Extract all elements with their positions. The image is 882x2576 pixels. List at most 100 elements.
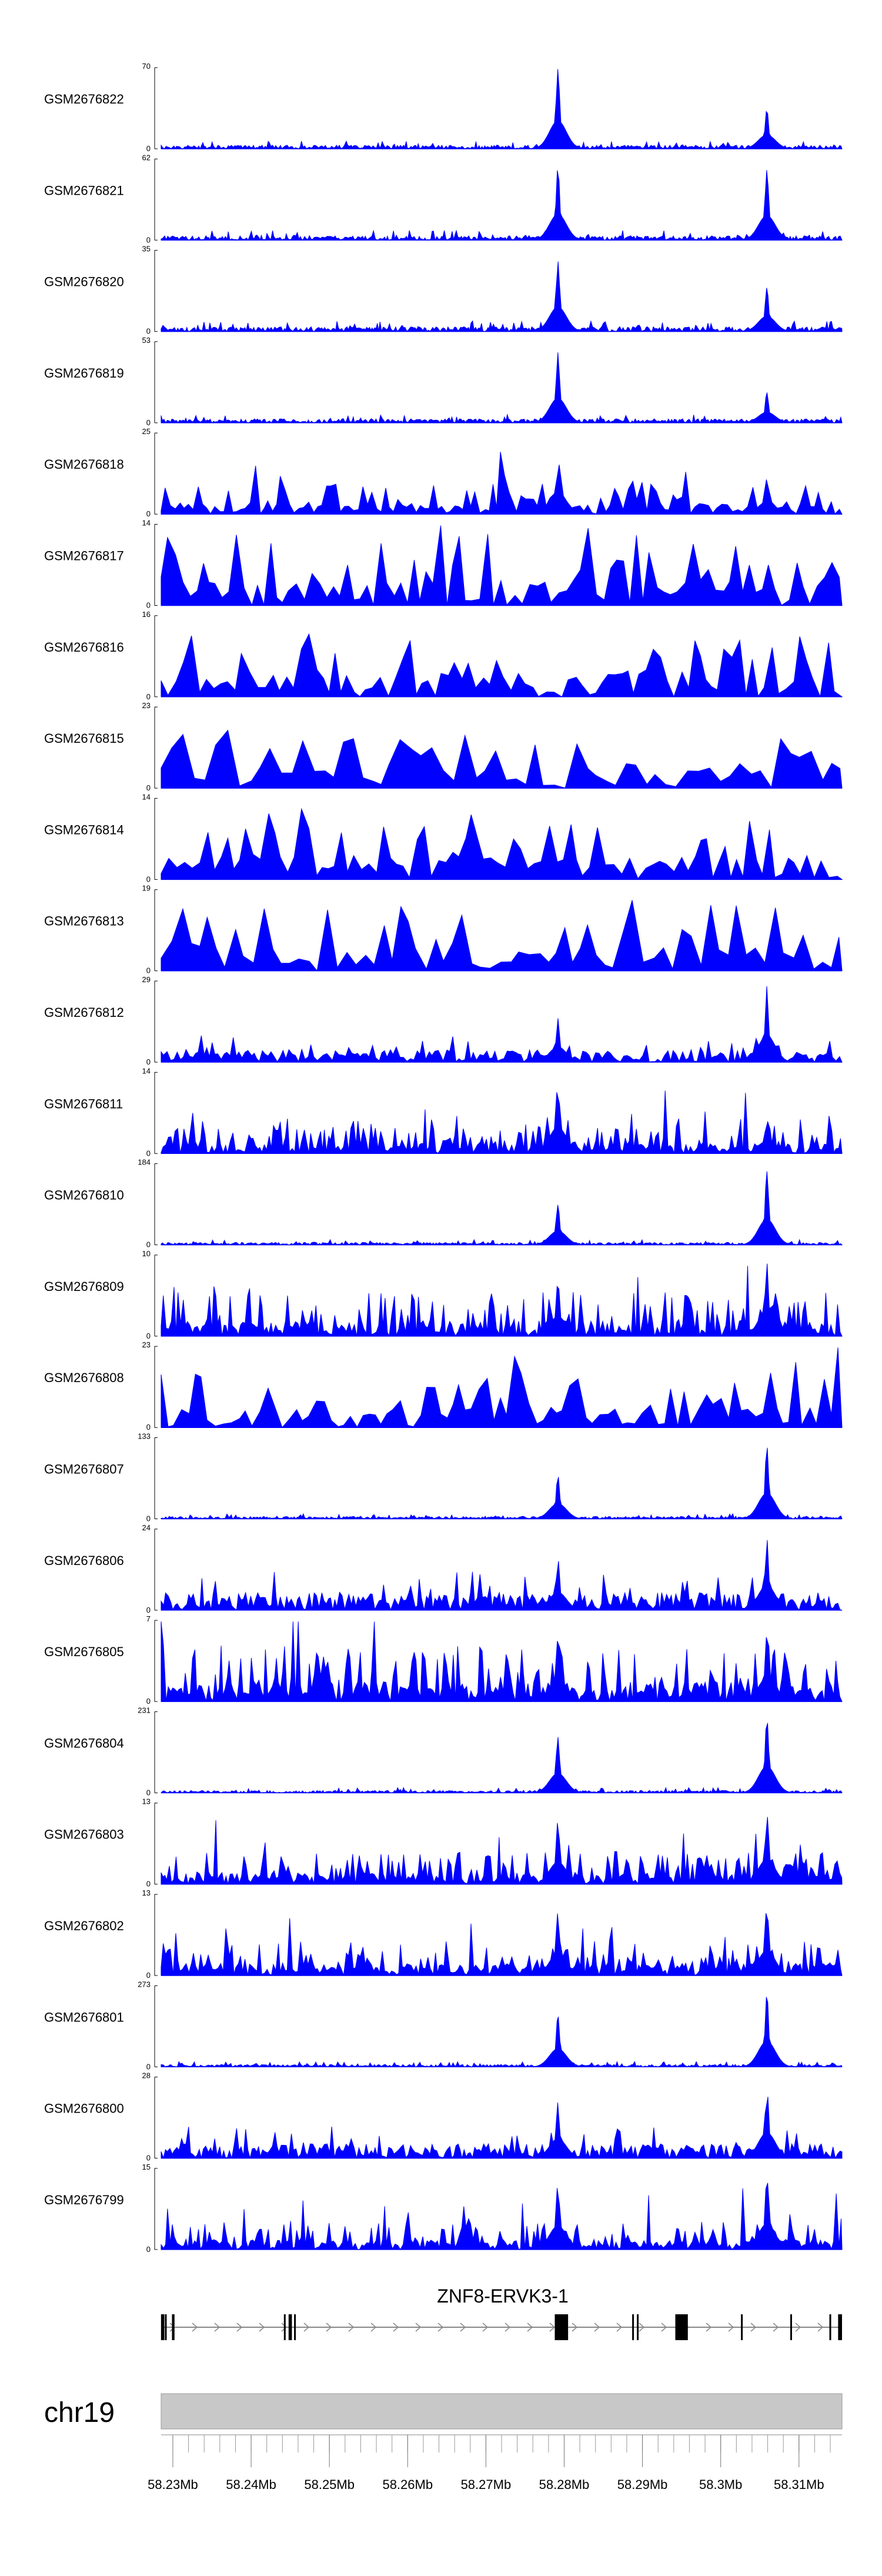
track-GSM2676807: GSM2676807 133 0 xyxy=(44,1432,843,1523)
y-min-label: 0 xyxy=(146,144,151,153)
y-max-label: 29 xyxy=(142,975,151,984)
coding-exon xyxy=(675,2314,688,2340)
y-min-label: 0 xyxy=(146,783,151,792)
y-min-label: 0 xyxy=(146,1971,151,1980)
strand-arrow xyxy=(415,2323,422,2332)
exon-mark xyxy=(741,2314,743,2340)
strand-arrow xyxy=(192,2323,198,2332)
y-max-label: 14 xyxy=(142,792,151,801)
y-max-label: 13 xyxy=(142,1797,151,1806)
exon-mark xyxy=(162,2314,165,2340)
track-label: GSM2676821 xyxy=(44,183,124,198)
y-min-label: 0 xyxy=(146,1149,151,1157)
track-GSM2676818: GSM2676818 25 0 xyxy=(44,427,843,518)
y-max-label: 24 xyxy=(142,1523,151,1532)
track-label: GSM2676820 xyxy=(44,275,124,289)
track-GSM2676810: GSM2676810 184 0 xyxy=(44,1158,843,1249)
track-label: GSM2676822 xyxy=(44,92,124,106)
track-GSM2676803: GSM2676803 13 0 xyxy=(44,1797,843,1888)
track-label: GSM2676805 xyxy=(44,1644,124,1659)
exon-mark xyxy=(290,2314,292,2340)
coverage-area xyxy=(161,1540,843,1611)
track-GSM2676822: GSM2676822 70 0 xyxy=(44,62,843,153)
coverage-area xyxy=(161,261,843,332)
track-GSM2676820: GSM2676820 35 0 xyxy=(44,245,843,336)
strand-arrow xyxy=(370,2323,377,2332)
chromosome-label: chr19 xyxy=(44,2397,115,2428)
coverage-area xyxy=(161,807,843,880)
y-min-label: 0 xyxy=(146,875,151,883)
track-GSM2676812: GSM2676812 29 0 xyxy=(44,975,843,1066)
coverage-area xyxy=(161,1347,843,1429)
y-min-label: 0 xyxy=(146,1240,151,1249)
y-min-label: 0 xyxy=(146,1514,151,1523)
strand-arrow xyxy=(728,2323,734,2332)
track-label: GSM2676800 xyxy=(44,2101,124,2116)
track-GSM2676800: GSM2676800 28 0 xyxy=(44,2071,843,2163)
track-label: GSM2676811 xyxy=(44,1096,123,1111)
exon-mark xyxy=(632,2314,634,2340)
strand-arrow xyxy=(572,2323,578,2332)
coverage-area xyxy=(161,69,843,150)
track-GSM2676805: GSM2676805 7 0 xyxy=(44,1614,843,1706)
track-label: GSM2676804 xyxy=(44,1736,124,1750)
x-tick-label: 58.26Mb xyxy=(382,2477,433,2492)
track-GSM2676799: GSM2676799 15 0 xyxy=(44,2163,843,2254)
y-max-label: 13 xyxy=(142,1888,151,1897)
strand-arrow xyxy=(437,2323,444,2332)
coding-exon xyxy=(554,2314,569,2340)
track-label: GSM2676807 xyxy=(44,1462,124,1477)
coverage-area xyxy=(161,1913,843,1977)
strand-arrow xyxy=(706,2323,712,2332)
y-max-label: 62 xyxy=(142,153,151,162)
track-label: GSM2676819 xyxy=(44,366,124,381)
strand-arrow xyxy=(303,2323,310,2332)
y-min-label: 0 xyxy=(146,1880,151,1888)
y-min-label: 0 xyxy=(146,418,151,427)
chromosome-ideogram xyxy=(161,2393,843,2430)
coverage-area xyxy=(161,1621,843,1702)
y-min-label: 0 xyxy=(146,509,151,518)
coverage-area xyxy=(161,729,843,789)
track-label: GSM2676818 xyxy=(44,457,124,472)
exon-mark xyxy=(288,2314,290,2340)
track-label: GSM2676799 xyxy=(44,2193,124,2207)
y-min-label: 0 xyxy=(146,1606,151,1614)
y-max-label: 14 xyxy=(142,519,151,528)
exon-mark xyxy=(283,2314,286,2340)
exon-mark xyxy=(161,2314,163,2340)
strand-arrow xyxy=(259,2323,265,2332)
x-tick-label: 58.31Mb xyxy=(774,2477,824,2492)
strand-arrow xyxy=(460,2323,466,2332)
track-GSM2676801: GSM2676801 273 0 xyxy=(44,1980,843,2071)
strand-arrow xyxy=(750,2323,757,2332)
strand-arrow xyxy=(482,2323,489,2332)
track-label: GSM2676808 xyxy=(44,1370,124,1385)
track-GSM2676821: GSM2676821 62 0 xyxy=(44,153,843,244)
track-GSM2676819: GSM2676819 53 0 xyxy=(44,336,843,427)
coverage-area xyxy=(161,1723,843,1794)
y-min-label: 0 xyxy=(146,1057,151,1066)
coverage-area xyxy=(161,452,843,515)
y-min-label: 0 xyxy=(146,235,151,244)
coding-exon xyxy=(838,2314,842,2340)
track-GSM2676814: GSM2676814 14 0 xyxy=(44,792,843,883)
strand-arrow xyxy=(348,2323,355,2332)
track-label: GSM2676809 xyxy=(44,1279,124,1294)
track-label: GSM2676816 xyxy=(44,640,124,655)
coverage-area xyxy=(161,352,843,423)
track-GSM2676813: GSM2676813 19 0 xyxy=(44,884,843,975)
y-min-label: 0 xyxy=(146,692,151,701)
track-label: GSM2676801 xyxy=(44,2010,124,2024)
strand-arrow xyxy=(281,2323,288,2332)
track-label: GSM2676812 xyxy=(44,1005,124,1020)
y-min-label: 0 xyxy=(146,1423,151,1432)
exon-mark xyxy=(829,2314,831,2340)
strand-arrow xyxy=(214,2323,220,2332)
y-min-label: 0 xyxy=(146,2062,151,2071)
y-min-label: 0 xyxy=(146,1788,151,1797)
y-max-label: 184 xyxy=(138,1158,151,1167)
coverage-area xyxy=(161,525,843,606)
y-max-label: 16 xyxy=(142,610,151,619)
